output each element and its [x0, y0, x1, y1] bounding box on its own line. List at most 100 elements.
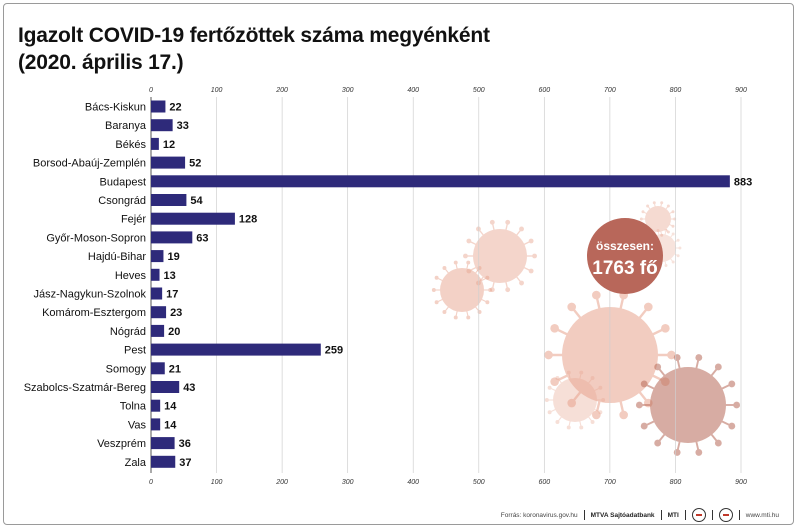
category-label: Tolna: [120, 401, 147, 413]
virus-spike: [668, 223, 674, 227]
tick-label-top: 700: [604, 87, 616, 94]
virus-spike-tip: [485, 275, 490, 280]
bar: [151, 306, 167, 319]
virus-particle: [635, 354, 741, 456]
virus-spike-tip: [664, 263, 668, 267]
virus-spike-tip: [544, 398, 549, 402]
category-label: Győr-Moson-Sopron: [46, 232, 146, 244]
virus-spike-tip: [666, 230, 670, 234]
mti-text: MTI: [667, 511, 679, 519]
category-label: Fejér: [121, 214, 146, 226]
bar: [151, 175, 730, 188]
virus-spike-tip: [477, 310, 482, 314]
virus-spike-tip: [671, 210, 675, 214]
virus-spike-tip: [639, 217, 643, 221]
bar: [151, 268, 160, 281]
category-label: Nógrád: [110, 326, 146, 338]
virus-body: [553, 378, 597, 422]
bar: [151, 362, 165, 375]
virus-spike-tip: [641, 210, 645, 214]
value-label: 13: [164, 270, 176, 282]
bar: [151, 418, 161, 431]
virus-spike-tip: [656, 229, 660, 233]
virus-spike: [568, 419, 572, 428]
tick-label-top: 400: [407, 87, 419, 94]
virus-spike: [592, 408, 601, 413]
value-label: 14: [164, 401, 177, 413]
virus-spike: [514, 228, 523, 238]
tick-label-bottom: 200: [275, 479, 288, 486]
value-label: 259: [325, 345, 343, 357]
value-label: 33: [177, 120, 189, 132]
virus-body: [645, 206, 671, 232]
virus-spike-tip: [579, 425, 584, 430]
virus-spike-tip: [695, 354, 703, 361]
virus-spike: [504, 279, 509, 290]
virus-spike: [669, 233, 674, 239]
value-label: 21: [169, 363, 181, 375]
tick-label-bottom: 0: [149, 479, 153, 486]
title-line-2: (2020. április 17.): [18, 51, 184, 74]
virus-spike: [660, 230, 663, 236]
mtva-logo-icon: [691, 508, 706, 522]
bar: [151, 324, 165, 337]
virus-spike: [549, 408, 558, 413]
virus-spike-tip: [598, 385, 603, 390]
virus-body: [650, 367, 726, 443]
virus-spike-tip: [453, 315, 458, 320]
virus-spike-tip: [654, 439, 662, 447]
category-label: Bács-Kiskun: [85, 102, 146, 114]
virus-spike: [592, 387, 601, 392]
tick-label-top: 500: [473, 87, 485, 94]
tick-label-top: 100: [211, 87, 223, 94]
virus-spike-tip: [434, 300, 439, 305]
virus-spike: [642, 211, 648, 215]
virus-spike-tip: [566, 425, 571, 430]
virus-spike-tip: [714, 439, 722, 447]
virus-spike-tip: [544, 350, 553, 360]
value-label: 36: [179, 438, 191, 450]
virus-spike-tip: [676, 238, 680, 242]
virus-spike-tip: [555, 376, 560, 380]
category-label: Zala: [125, 457, 147, 469]
virus-spike-tip: [505, 219, 511, 225]
virus-spike-tip: [442, 310, 447, 314]
virus-spike-tip: [519, 226, 524, 232]
virus-spike-tip: [431, 288, 436, 292]
category-label: Baranya: [105, 120, 147, 132]
category-label: Szabolcs-Szatmár-Bereg: [24, 382, 146, 394]
bar: [151, 100, 166, 113]
virus-spike-tip: [619, 410, 628, 420]
tick-label-bottom: 900: [735, 479, 747, 486]
virus-spike-tip: [678, 246, 682, 250]
value-label: 54: [190, 195, 203, 207]
bar: [151, 137, 159, 150]
bar: [151, 455, 176, 468]
virus-spike-tip: [466, 315, 471, 320]
image-frame: [3, 3, 794, 525]
virus-spike: [514, 274, 523, 284]
tick-label-top: 0: [149, 87, 153, 94]
virus-spike: [557, 377, 564, 385]
virus-spike-tip: [567, 302, 577, 312]
virus-spike-tip: [635, 401, 643, 409]
virus-spike-tip: [654, 363, 662, 371]
bar: [151, 250, 164, 263]
bar: [151, 437, 175, 450]
virus-spike-tip: [640, 380, 648, 388]
virus-spike: [664, 205, 669, 211]
category-label: Pest: [124, 345, 146, 357]
value-label: 128: [239, 214, 257, 226]
virus-spike-tip: [673, 449, 681, 456]
tick-label-top: 900: [735, 87, 747, 94]
virus-spike-tip: [671, 224, 675, 228]
virus-spike-tip: [488, 288, 493, 292]
virus-spike: [586, 415, 593, 423]
virus-spike-tip: [442, 266, 447, 270]
value-label: 23: [170, 307, 182, 319]
virus-spike: [477, 228, 486, 238]
bar: [151, 381, 180, 393]
chart-title: Igazolt COVID-19 fertőzöttek száma megyé…: [18, 22, 490, 76]
tick-label-top: 200: [275, 87, 288, 94]
